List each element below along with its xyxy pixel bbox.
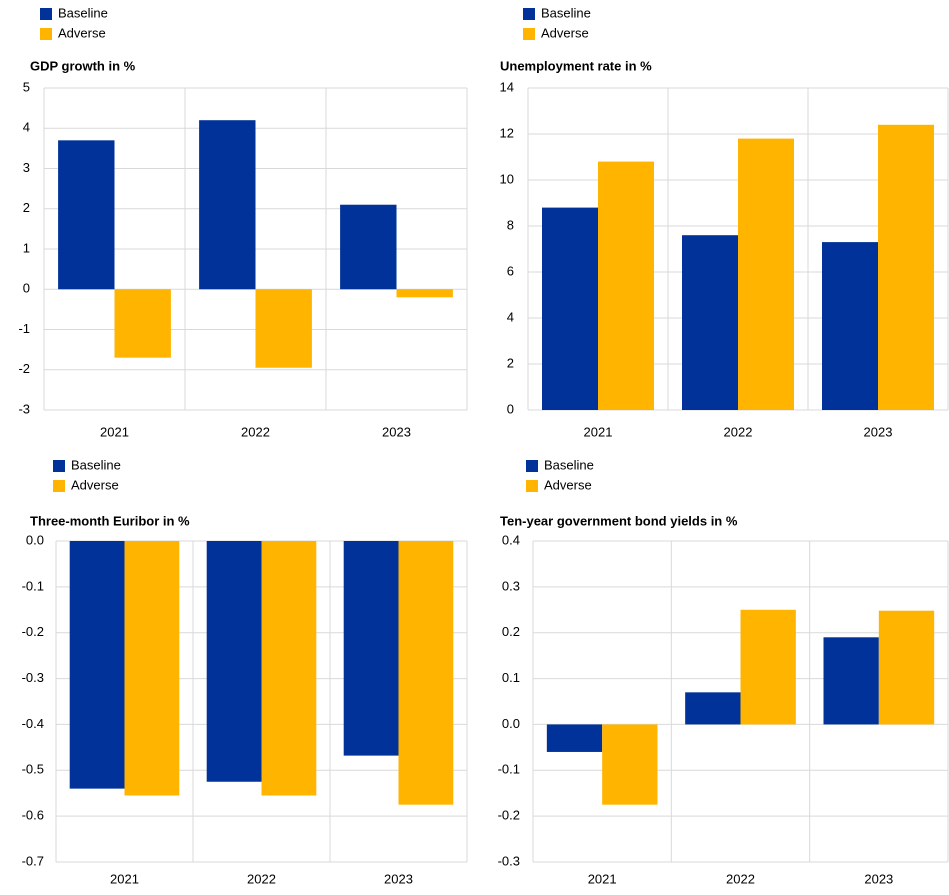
y-tick-label: 0.0 — [26, 532, 44, 547]
x-tick-label: 2023 — [864, 871, 893, 886]
y-tick-label: 4 — [23, 120, 30, 135]
x-tick-label: 2023 — [384, 871, 413, 886]
y-tick-label: 2 — [507, 355, 514, 370]
y-tick-label: 1 — [23, 240, 30, 255]
bar — [255, 289, 312, 368]
y-tick-label: 2 — [23, 200, 30, 215]
legend-label: Adverse — [541, 25, 589, 40]
chart-title: GDP growth in % — [30, 58, 136, 73]
legend-label: Adverse — [71, 477, 119, 492]
bar — [546, 724, 603, 752]
x-tick-label: 2022 — [247, 871, 276, 886]
chart-title: Unemployment rate in % — [500, 58, 652, 73]
bar — [823, 637, 879, 725]
bar — [398, 541, 454, 805]
y-tick-label: -0.2 — [22, 624, 44, 639]
y-tick-label: -0.3 — [498, 853, 520, 868]
y-tick-label: 0.2 — [502, 624, 520, 639]
bar — [343, 541, 399, 756]
bar — [685, 692, 741, 725]
x-tick-label: 2023 — [864, 424, 893, 439]
y-tick-label: -3 — [18, 401, 30, 416]
bar — [822, 242, 878, 410]
y-tick-label: 3 — [23, 160, 30, 175]
bar — [124, 541, 180, 796]
y-tick-label: 12 — [500, 125, 514, 140]
bar — [740, 609, 796, 725]
bar — [58, 140, 115, 290]
y-tick-label: 0 — [507, 401, 514, 416]
legend-label: Baseline — [71, 457, 121, 472]
y-tick-label: -0.4 — [22, 716, 44, 731]
y-tick-label: 8 — [507, 217, 514, 232]
y-tick-label: -2 — [18, 361, 30, 376]
y-tick-label: 0.1 — [502, 670, 520, 685]
bar — [206, 541, 262, 782]
bar — [878, 610, 935, 725]
y-tick-label: 4 — [507, 309, 514, 324]
x-tick-label: 2022 — [241, 424, 270, 439]
x-tick-label: 2021 — [588, 871, 617, 886]
x-tick-label: 2021 — [584, 424, 613, 439]
y-tick-label: 5 — [23, 79, 30, 94]
legend-swatch — [523, 28, 535, 40]
legend-label: Adverse — [58, 25, 106, 40]
legend-label: Baseline — [544, 457, 594, 472]
bar — [598, 161, 654, 410]
legend-swatch — [53, 480, 65, 492]
legend-label: Baseline — [58, 5, 108, 20]
x-tick-label: 2022 — [724, 424, 753, 439]
y-tick-label: -0.5 — [22, 762, 44, 777]
chart-title: Three-month Euribor in % — [30, 513, 190, 528]
y-tick-label: -0.2 — [498, 808, 520, 823]
x-tick-label: 2023 — [382, 424, 411, 439]
y-tick-label: 0.3 — [502, 578, 520, 593]
legend-swatch — [40, 28, 52, 40]
bar — [261, 541, 317, 796]
bar — [69, 541, 125, 789]
bar — [682, 235, 738, 410]
bar — [340, 204, 397, 290]
y-tick-label: 10 — [500, 171, 514, 186]
y-tick-label: -0.3 — [22, 670, 44, 685]
legend-swatch — [526, 480, 538, 492]
bar — [396, 289, 453, 298]
legend-label: Adverse — [544, 477, 592, 492]
bar — [542, 207, 598, 410]
y-tick-label: 6 — [507, 263, 514, 278]
y-tick-label: 0.4 — [502, 532, 520, 547]
x-tick-label: 2021 — [100, 424, 129, 439]
bar — [199, 120, 256, 290]
chart-title: Ten-year government bond yields in % — [500, 513, 738, 528]
y-tick-label: -0.6 — [22, 808, 44, 823]
y-tick-label: -0.1 — [498, 762, 520, 777]
y-tick-label: 14 — [500, 79, 514, 94]
legend-swatch — [523, 8, 535, 20]
y-tick-label: 0 — [23, 281, 30, 296]
legend-swatch — [40, 8, 52, 20]
y-tick-label: 0.0 — [502, 716, 520, 731]
x-tick-label: 2021 — [110, 871, 139, 886]
bar — [114, 289, 171, 358]
y-tick-label: -0.7 — [22, 853, 44, 868]
legend-label: Baseline — [541, 5, 591, 20]
bar — [878, 124, 934, 411]
bar — [602, 724, 658, 805]
x-tick-label: 2022 — [726, 871, 755, 886]
y-tick-label: -1 — [18, 321, 30, 336]
legend-swatch — [53, 460, 65, 472]
bar — [738, 138, 794, 410]
legend-swatch — [526, 460, 538, 472]
y-tick-label: -0.1 — [22, 578, 44, 593]
